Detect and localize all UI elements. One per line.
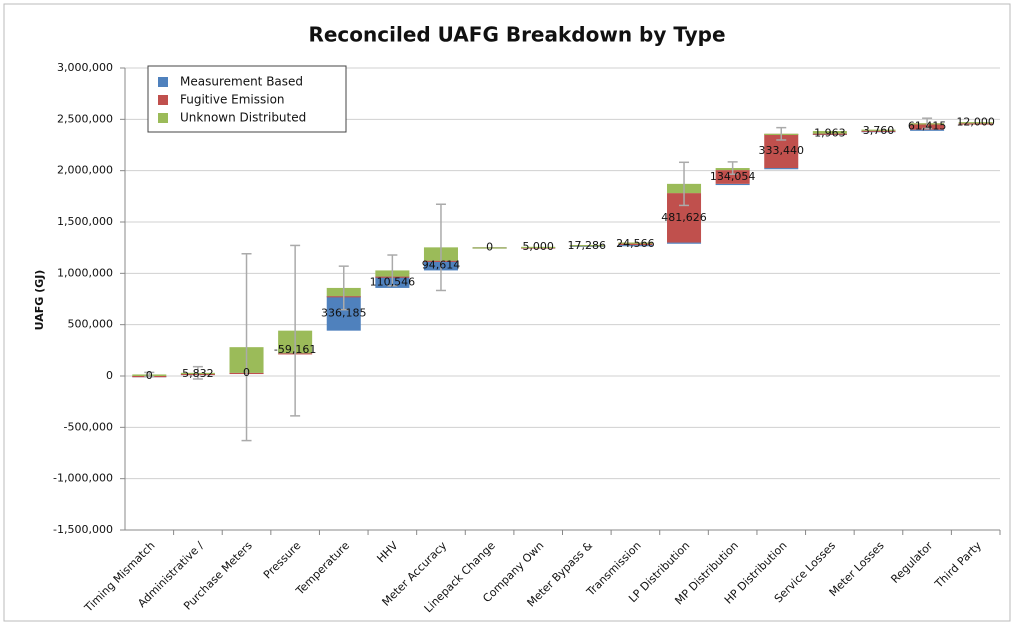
legend-swatch	[158, 95, 168, 105]
data-label: 1,963	[814, 127, 846, 140]
bar-segment	[618, 245, 653, 247]
data-label: 12,000	[956, 116, 995, 129]
bar-segment	[569, 245, 604, 247]
y-tick-label: 2,000,000	[57, 164, 113, 177]
data-label: 3,760	[863, 124, 895, 137]
y-tick-label: -500,000	[64, 420, 113, 433]
data-label: 17,286	[568, 239, 607, 252]
y-axis-title: UAFG (GJ)	[33, 270, 46, 331]
data-label: 0	[486, 240, 493, 253]
bar-segment	[861, 130, 896, 132]
data-label: 0	[146, 369, 153, 382]
bar-segment	[861, 129, 896, 131]
data-label: 61,415	[908, 119, 947, 132]
bar-segment	[910, 129, 945, 131]
data-label: 94,614	[422, 259, 461, 272]
y-tick-label: 1,000,000	[57, 266, 113, 279]
y-tick-label: 2,500,000	[57, 112, 113, 125]
legend-box	[147, 65, 347, 133]
bar-segment	[618, 242, 653, 244]
bar-segment	[812, 133, 847, 135]
bar-segment	[521, 246, 556, 249]
bar-segment	[472, 247, 507, 249]
y-tick-label: -1,500,000	[53, 523, 113, 536]
bar-segment	[715, 170, 750, 184]
legend-swatch	[158, 113, 168, 123]
data-label: 5,832	[182, 367, 214, 380]
bar-segment	[958, 123, 993, 125]
chart-title: Reconciled UAFG Breakdown by Type	[308, 23, 725, 47]
bar-segment	[618, 242, 653, 246]
legend-label: Fugitive Emission	[180, 93, 285, 107]
legend-swatch	[158, 77, 168, 87]
data-label: 481,626	[661, 211, 707, 224]
y-tick-label: 3,000,000	[57, 61, 113, 74]
data-label: 333,440	[759, 144, 805, 157]
data-label: 134,054	[710, 170, 756, 183]
y-tick-label: 500,000	[68, 318, 114, 331]
legend-label: Measurement Based	[180, 75, 303, 89]
data-label: 336,185	[321, 306, 367, 319]
data-label: 0	[243, 366, 250, 379]
data-label: 110,546	[370, 275, 416, 288]
y-tick-label: 1,500,000	[57, 215, 113, 228]
bar-segment	[667, 242, 702, 244]
data-label: 24,566	[616, 237, 655, 250]
legend-label: Unknown Distributed	[180, 111, 306, 125]
data-label: 5,000	[522, 240, 554, 253]
bar-segment	[715, 183, 750, 186]
y-tick-label: -1,000,000	[53, 472, 113, 485]
bar-segment	[958, 122, 993, 124]
data-label: -59,161	[274, 343, 316, 356]
y-tick-label: 0	[106, 369, 113, 382]
bar-segment	[764, 168, 799, 170]
bar-segment	[812, 131, 847, 134]
